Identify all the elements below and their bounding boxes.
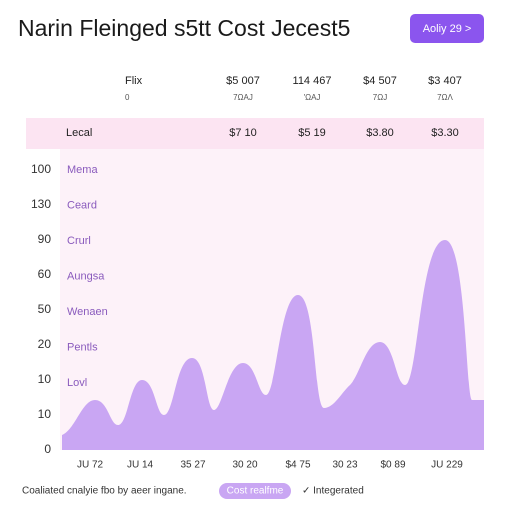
- column-sub: 'ΩAJ: [304, 93, 321, 102]
- column-sub: 7ΩAJ: [233, 93, 253, 102]
- summary-value: $7 10: [229, 127, 257, 139]
- summary-label: Lecal: [66, 127, 92, 139]
- y-label: 20: [38, 337, 52, 351]
- x-label: JU 72: [77, 460, 104, 471]
- header-button-label[interactable]: Aoliy 29 >: [423, 23, 472, 35]
- column-label: $5 007: [226, 75, 260, 87]
- x-label: $0 89: [380, 460, 405, 471]
- page-title: Narin Fleinged s5tt Cost Jecest5: [18, 15, 350, 41]
- row-label: Ceard: [67, 199, 97, 211]
- y-label: 50: [38, 302, 52, 316]
- y-label: 130: [31, 197, 51, 211]
- summary-value: $5 19: [298, 127, 326, 139]
- column-label: $4 507: [363, 75, 397, 87]
- x-label: 30 20: [232, 460, 257, 471]
- column-headers: Flix 0 $5 007 7ΩAJ 114 467 'ΩAJ $4 507 7ΩJ $3 40…: [125, 75, 462, 102]
- row-label: Aungsa: [67, 270, 105, 282]
- row-label: Mema: [67, 164, 98, 176]
- y-label: 10: [38, 372, 52, 386]
- column-label: $3 407: [428, 75, 462, 87]
- summary-value: $3.80: [366, 127, 394, 139]
- x-label: 35 27: [180, 460, 205, 471]
- row-label: Crurl: [67, 235, 91, 247]
- x-label: JU 229: [431, 460, 463, 471]
- column-label: Flix: [125, 75, 143, 87]
- area-illustration: [62, 240, 484, 450]
- column-sub: 0: [125, 93, 130, 102]
- footer-pill[interactable]: [219, 483, 291, 499]
- y-label: 0: [44, 442, 51, 456]
- y-label: 100: [31, 162, 51, 176]
- summary-values: $7 10 $5 19 $3.80 $3.30: [229, 127, 459, 139]
- x-label: 30 23: [332, 460, 357, 471]
- y-label: 10: [38, 407, 52, 421]
- column-label: 114 467: [293, 75, 332, 87]
- column-sub: 7ΩΛ: [437, 93, 453, 102]
- row-label: Wenaen: [67, 306, 108, 318]
- row-label: Lovl: [67, 377, 87, 389]
- footer-note: Coaliated cnalyie fbo by aeer ingane.: [22, 486, 187, 497]
- y-label: 90: [38, 232, 52, 246]
- x-labels: JU 72 JU 14 35 27 30 20 $4 75 30 23 $0 89 JU 22…: [77, 460, 463, 471]
- y-label: 60: [38, 267, 52, 281]
- footer-pill-label[interactable]: Cost realfme: [227, 486, 284, 497]
- footer-check: ✓ Integerated: [302, 486, 364, 497]
- row-labels: Mema Ceard Crurl Aungsa Wenaen Pentls Lovl: [67, 164, 108, 389]
- row-label: Pentls: [67, 341, 98, 353]
- summary-band: [26, 118, 484, 149]
- x-label: JU 14: [127, 460, 154, 471]
- header-button[interactable]: [410, 14, 484, 43]
- x-label: $4 75: [285, 460, 310, 471]
- summary-value: $3.30: [431, 127, 459, 139]
- column-sub: 7ΩJ: [373, 93, 387, 102]
